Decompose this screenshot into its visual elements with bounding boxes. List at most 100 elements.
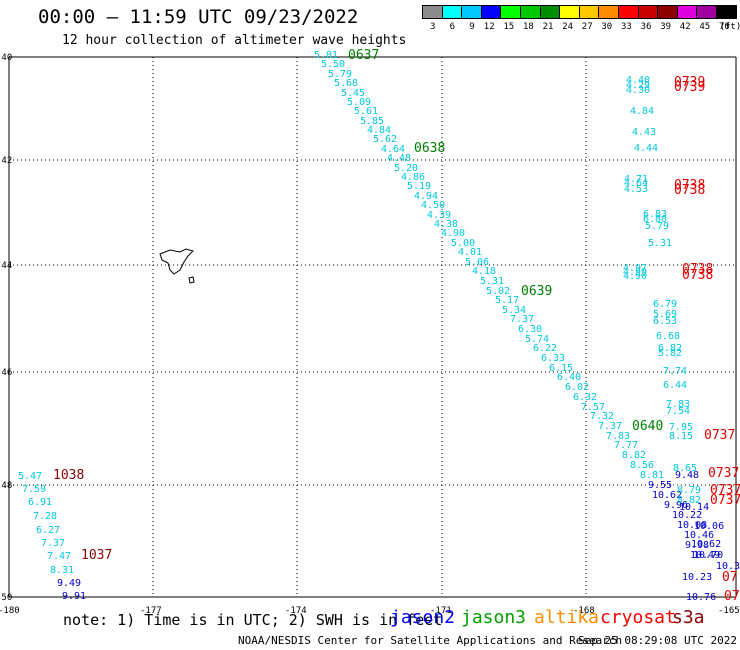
satellite-legend-jason3: jason3	[461, 607, 527, 628]
satellite-legend-altika: altika	[534, 607, 600, 628]
wave-height-value: 6.15	[549, 363, 573, 374]
wave-height-value: 5.61	[354, 106, 378, 117]
wave-height-value: 6.32	[573, 392, 597, 403]
pass-time-label: 0739	[674, 80, 705, 95]
pass-time-label: 0639	[521, 284, 552, 299]
wave-height-value: 4.86	[401, 172, 425, 183]
wave-height-value: 6.82	[658, 343, 682, 354]
wave-height-value: 6.22	[533, 343, 557, 354]
wave-height-value: 4.43	[632, 127, 656, 138]
wave-height-value: 4.84	[630, 106, 654, 117]
wave-height-value: 5.31	[480, 276, 504, 287]
legend-swatch	[559, 5, 580, 19]
legend-level-label: 12	[483, 22, 495, 32]
footer-credit: NOAA/NESDIS Center for Satellite Applica…	[238, 634, 623, 647]
wave-height-value: 5.09	[347, 97, 371, 108]
legend-level-label: 39	[660, 22, 672, 32]
wave-height-value: 10.62	[691, 539, 721, 550]
wave-height-value: 9.98	[685, 540, 709, 551]
legend-level-label: 21	[542, 22, 554, 32]
pass-time-label: 0739	[674, 75, 705, 90]
wave-height-value: 10.23	[682, 572, 712, 583]
wave-height-value: 7.74	[663, 366, 687, 377]
lon-label: -177	[140, 606, 162, 616]
pass-time-label: 1037	[81, 548, 112, 563]
legend-level-label: 18	[523, 22, 534, 32]
legend-level-label: 9	[469, 22, 475, 32]
page-subtitle: 12 hour collection of altimeter wave hei…	[62, 33, 407, 48]
legend-level-label: 3	[430, 22, 436, 32]
legend-swatch	[657, 5, 678, 19]
wave-height-value: 4.99	[623, 267, 647, 278]
lat-label: -40	[0, 53, 12, 63]
wave-height-value: 10.3	[716, 561, 740, 572]
wave-height-value: 4.53	[624, 184, 648, 195]
wave-height-value: 6.53	[653, 316, 677, 327]
wave-height-value: 9.96	[664, 500, 688, 511]
lon-label: -165	[718, 606, 740, 616]
pass-time-label: 0738	[674, 178, 705, 193]
wave-height-value: 5.45	[341, 88, 365, 99]
pass-time-label: 1038	[53, 468, 84, 483]
wave-height-value: 10.70	[693, 550, 723, 561]
wave-height-value: 4.44	[634, 143, 658, 154]
wave-height-value: 7.95	[669, 422, 693, 433]
legend-level-label: 42	[679, 22, 691, 32]
wave-height-value: 5.85	[360, 116, 384, 127]
pass-time-label: 0738	[674, 183, 705, 198]
footer-timestamp: Sep 25 08:29:08 UTC 2022	[578, 634, 737, 647]
wave-height-value: 5.79	[645, 221, 669, 232]
wave-height-value: 4.94	[414, 191, 438, 202]
legend-swatch	[598, 5, 619, 19]
wave-height-value: 4.64	[624, 178, 648, 189]
wave-height-value: 10.62	[652, 490, 682, 501]
wave-height-value: 4.01	[458, 247, 482, 258]
legend-level-label: 24	[562, 22, 574, 32]
satellite-legend-s3a: s3a	[672, 607, 705, 628]
legend-swatch	[696, 5, 717, 19]
wave-height-value: 4.30	[626, 85, 650, 96]
wave-height-value: 5.68	[334, 78, 358, 89]
legend-swatch	[500, 5, 521, 19]
wave-height-value: 6.44	[663, 380, 687, 391]
wave-height-value: 8.79	[677, 485, 701, 496]
wave-height-value: 6.40	[557, 372, 581, 383]
wave-height-value: 4.29	[626, 80, 650, 91]
wave-height-value: 7.37	[41, 538, 65, 549]
wave-height-value: 8.82	[677, 495, 701, 506]
pass-time-label: 0637	[348, 48, 379, 63]
wave-height-value: 8.15	[669, 431, 693, 442]
wave-height-value: 5.31	[648, 238, 672, 249]
wave-height-value: 4.84	[367, 125, 391, 136]
pass-time-label: 0640	[632, 419, 663, 434]
wave-height-value: 5.17	[495, 295, 519, 306]
wave-height-value: 5.02	[486, 286, 510, 297]
legend-level-label: 33	[621, 22, 632, 32]
wave-height-value: 6.79	[653, 299, 677, 310]
wave-height-value: 5.81	[314, 50, 338, 61]
wave-height-value: 6.80	[643, 214, 667, 225]
legend-level-label: 36	[640, 22, 652, 32]
legend-swatch	[480, 5, 502, 19]
wave-height-value: 4.40	[626, 75, 650, 86]
lat-label: -48	[0, 481, 12, 491]
wave-height-value: 10.46	[684, 530, 714, 541]
legend-swatch	[461, 5, 482, 19]
wave-height-value: 10.76	[686, 592, 716, 603]
legend-level-label: 45	[699, 22, 711, 32]
legend-swatch	[637, 5, 659, 19]
pass-time-label: 0737	[708, 466, 739, 481]
legend-level-label: 27	[581, 22, 593, 32]
pass-time-label: 07	[724, 589, 740, 604]
wave-height-value: 6.27	[36, 525, 60, 536]
wave-height-value: 4.71	[624, 174, 648, 185]
wave-height-value: 7.54	[666, 406, 690, 417]
pass-time-label: 0737	[710, 483, 740, 498]
wave-height-value: 5.62	[373, 134, 397, 145]
wave-height-value: 4.18	[472, 266, 496, 277]
pass-time-label: 0738	[682, 262, 713, 277]
wave-height-value: 10.06	[694, 521, 724, 532]
wave-height-value: 6.68	[656, 331, 680, 342]
lat-label: -46	[0, 368, 12, 378]
wave-height-value: 8.56	[630, 460, 654, 471]
